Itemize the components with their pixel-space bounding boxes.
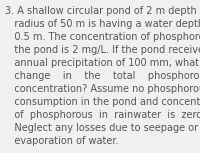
Text: radius of 50 m is having a water depth of: radius of 50 m is having a water depth o… <box>5 19 200 29</box>
Text: of  phosphorous  in  rainwater  is  zero.: of phosphorous in rainwater is zero. <box>5 110 200 120</box>
Text: the pond is 2 mg/L. If the pond received: the pond is 2 mg/L. If the pond received <box>5 45 200 55</box>
Text: Neglect any losses due to seepage or: Neglect any losses due to seepage or <box>5 123 198 133</box>
Text: 0.5 m. The concentration of phosphorous in: 0.5 m. The concentration of phosphorous … <box>5 32 200 42</box>
Text: concentration? Assume no phosphorous: concentration? Assume no phosphorous <box>5 84 200 94</box>
Text: 3. A shallow circular pond of 2 m depth and: 3. A shallow circular pond of 2 m depth … <box>5 6 200 16</box>
Text: consumption in the pond and concentration: consumption in the pond and concentratio… <box>5 97 200 107</box>
Text: evaporation of water.: evaporation of water. <box>5 136 118 146</box>
Text: change    in    the    total    phosphorous: change in the total phosphorous <box>5 71 200 81</box>
Text: annual precipitation of 100 mm, what is the: annual precipitation of 100 mm, what is … <box>5 58 200 68</box>
